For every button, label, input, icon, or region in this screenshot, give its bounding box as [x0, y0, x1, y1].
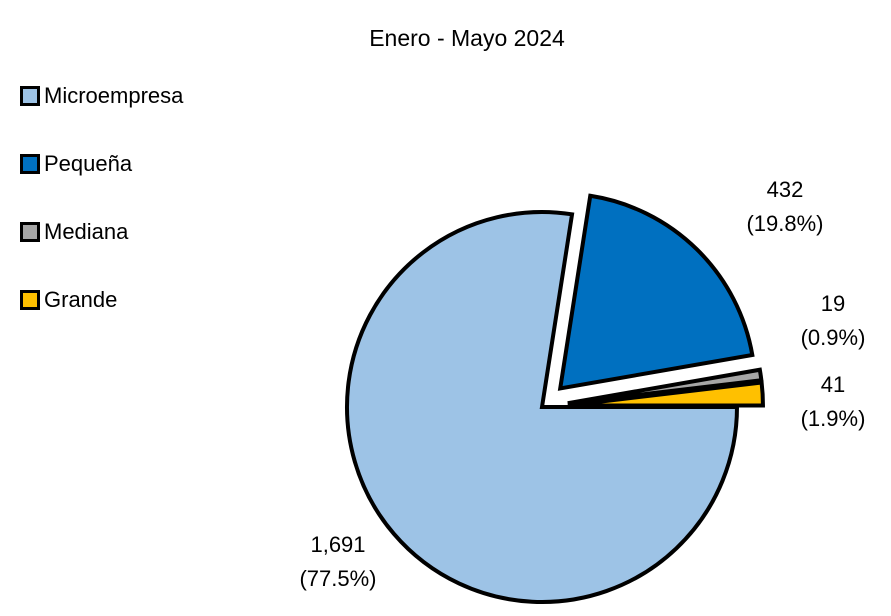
- pie-slice-mediana: [567, 367, 764, 406]
- data-label-percent-pequena: (19.8%): [746, 211, 823, 236]
- legend-label-pequena: Pequeña: [44, 151, 133, 176]
- pie-slice-microempresa: [345, 210, 740, 604]
- legend-swatch-mediana: [20, 222, 40, 242]
- pie-data-labels: 1,691 (77.5%) 432 (19.8%) 19 (0.9%) 41 (1.9%): [299, 177, 865, 591]
- legend: Microempresa Pequeña Mediana Grande: [20, 78, 183, 350]
- data-label-value-grande: 41: [821, 372, 845, 397]
- data-label-value-microempresa: 1,691: [310, 532, 365, 557]
- legend-swatch-microempresa: [20, 86, 40, 106]
- legend-label-grande: Grande: [44, 287, 118, 312]
- legend-label-microempresa: Microempresa: [44, 83, 184, 108]
- data-label-value-pequena: 432: [767, 177, 804, 202]
- legend-item-mediana: Mediana: [20, 214, 183, 250]
- pie-slices: [345, 193, 765, 604]
- legend-swatch-pequena: [20, 154, 40, 174]
- pie-slice-pequena: [557, 193, 755, 391]
- legend-label-mediana: Mediana: [44, 219, 129, 244]
- data-label-percent-grande: (1.9%): [801, 406, 866, 431]
- legend-item-pequena: Pequeña: [20, 146, 183, 182]
- data-label-value-mediana: 19: [821, 291, 845, 316]
- legend-item-grande: Grande: [20, 282, 183, 318]
- pie-slice-grande: [567, 380, 765, 408]
- legend-swatch-grande: [20, 290, 40, 310]
- data-label-percent-microempresa: (77.5%): [299, 566, 376, 591]
- data-label-percent-mediana: (0.9%): [801, 325, 866, 350]
- legend-item-microempresa: Microempresa: [20, 78, 183, 114]
- chart-title: Enero - Mayo 2024: [369, 25, 565, 51]
